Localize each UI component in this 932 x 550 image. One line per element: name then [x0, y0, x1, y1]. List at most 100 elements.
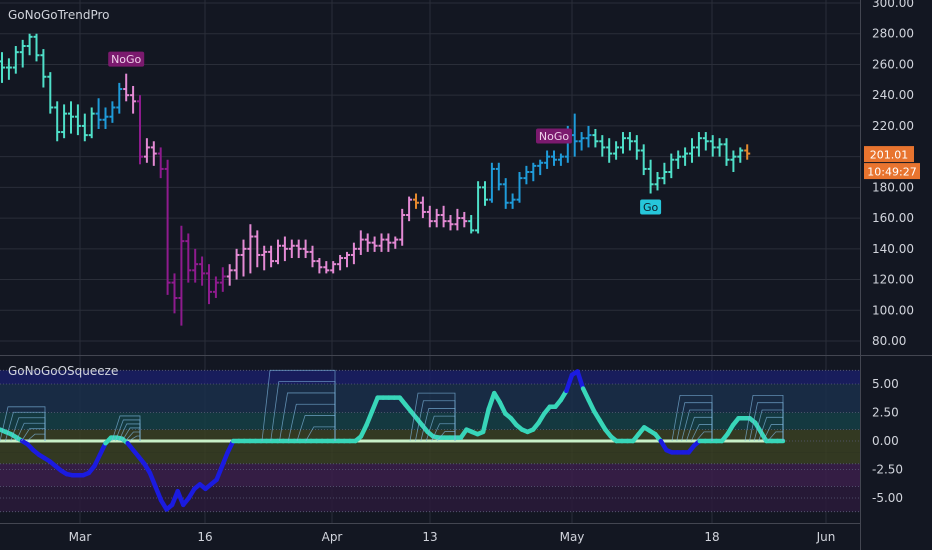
- squeeze-fan-line: [128, 435, 141, 442]
- ohlc-bar: [261, 245, 268, 271]
- ohlc-bar: [502, 178, 509, 209]
- y-tick-label: 160.00: [872, 211, 914, 225]
- y-tick-label: 300.00: [872, 0, 914, 10]
- ohlc-bar: [447, 215, 454, 231]
- squeeze-fan: [261, 369, 336, 442]
- ohlc-bar: [26, 33, 33, 56]
- ohlc-bar: [385, 233, 392, 252]
- ohlc-bar: [226, 264, 233, 286]
- ohlc-bar: [413, 193, 419, 209]
- squeeze-y-tick-label: 2.50: [872, 406, 899, 420]
- ohlc-bar: [723, 138, 730, 166]
- ohlc-bar: [399, 208, 406, 246]
- ohlc-bar: [647, 159, 654, 194]
- squeeze-line-segment: [214, 463, 225, 483]
- ohlc-bar: [599, 135, 606, 157]
- signal-badge: [108, 51, 145, 67]
- squeeze-line-segment: [219, 450, 230, 469]
- ohlc-bar: [440, 205, 447, 228]
- signal-badge: [640, 199, 662, 215]
- ohlc-bar: [5, 58, 12, 80]
- ohlc-bar: [157, 147, 164, 179]
- ohlc-bar: [344, 251, 350, 268]
- ohlc-bar: [185, 233, 192, 283]
- ohlc-bar: [716, 138, 723, 157]
- ohlc-bar: [475, 181, 482, 234]
- ohlc-bar: [254, 230, 261, 268]
- ohlc-bar: [0, 52, 5, 83]
- squeeze-fan-line: [767, 431, 784, 442]
- ohlc-bar: [102, 107, 109, 129]
- signal-badge: [536, 128, 572, 144]
- ohlc-bar: [695, 132, 702, 157]
- ohlc-bar: [551, 150, 557, 166]
- ohlc-bar: [468, 215, 475, 234]
- ohlc-bar: [426, 205, 433, 228]
- ohlc-bar: [702, 132, 709, 151]
- signal-badge-label: NoGo: [539, 130, 569, 143]
- ohlc-bar: [509, 193, 516, 209]
- ohlc-bar: [54, 101, 61, 142]
- ohlc-bar: [33, 33, 40, 62]
- y-tick-label: 280.00: [872, 27, 914, 41]
- ohlc-bar: [275, 239, 281, 265]
- y-tick-label: 260.00: [872, 57, 914, 71]
- ohlc-bar: [95, 98, 102, 129]
- ohlc-bar: [219, 267, 226, 292]
- squeeze-line-segment: [153, 484, 164, 503]
- ohlc-bar: [19, 39, 26, 68]
- squeeze-fan-line: [26, 433, 46, 442]
- ohlc-bar: [392, 236, 399, 249]
- ohlc-bar: [143, 138, 150, 163]
- ohlc-bar: [557, 153, 564, 166]
- ohlc-bar: [537, 159, 544, 176]
- squeeze-y-tick-label: 0.00: [872, 434, 899, 448]
- squeeze-line-segment: [369, 395, 380, 414]
- ohlc-bar: [613, 141, 620, 160]
- x-axis-label: Jun: [816, 530, 836, 544]
- ohlc-bar: [164, 159, 171, 295]
- y-tick-label: 120.00: [872, 273, 914, 287]
- ohlc-bar: [337, 254, 344, 271]
- ohlc-bar: [689, 138, 695, 163]
- squeeze-line-segment: [147, 470, 158, 489]
- ohlc-bar: [150, 141, 157, 166]
- x-axis-label: 16: [197, 530, 212, 544]
- squeeze-zone-band: [0, 463, 860, 487]
- ohlc-bar: [68, 101, 74, 134]
- ohlc-bar: [675, 150, 682, 169]
- ohlc-bar: [74, 104, 81, 136]
- squeeze-fan: [409, 392, 456, 442]
- ohlc-bar: [516, 172, 523, 203]
- x-axis-label: 13: [422, 530, 437, 544]
- main-indicator-title: GoNoGoTrendPro: [8, 8, 110, 22]
- ohlc-bar: [137, 95, 143, 165]
- ohlc-bar: [378, 233, 385, 252]
- ohlc-bar: [730, 150, 737, 172]
- ohlc-bar: [482, 181, 488, 206]
- ohlc-bar: [88, 107, 95, 139]
- ohlc-bar: [61, 104, 68, 139]
- ohlc-bar: [523, 165, 530, 185]
- ohlc-bar: [571, 113, 578, 157]
- countdown-tag: [864, 163, 920, 180]
- ohlc-bar: [640, 144, 647, 176]
- squeeze-line-segment: [575, 369, 586, 391]
- x-axis-label: Mar: [69, 530, 92, 544]
- ohlc-bar: [81, 113, 88, 142]
- ohlc-bar: [433, 208, 440, 228]
- ohlc-bar: [240, 239, 247, 277]
- squeeze-y-tick-label: -2.50: [872, 463, 903, 477]
- ohlc-bar: [12, 46, 19, 74]
- y-tick-label: 100.00: [872, 303, 914, 317]
- ohlc-bar: [302, 239, 309, 259]
- ohlc-bar: [192, 248, 199, 283]
- y-tick-label: 80.00: [872, 334, 906, 348]
- squeeze-fan: [744, 394, 784, 442]
- squeeze-fan: [111, 415, 141, 442]
- ohlc-bar: [461, 211, 468, 228]
- ohlc-bar: [281, 236, 288, 262]
- ohlc-bar: [116, 82, 123, 114]
- ohlc-bar: [544, 150, 551, 169]
- squeeze-fan-line: [436, 431, 456, 442]
